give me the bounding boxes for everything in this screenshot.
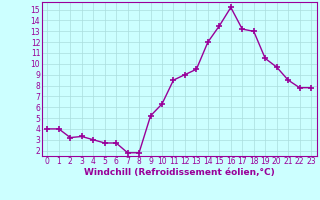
X-axis label: Windchill (Refroidissement éolien,°C): Windchill (Refroidissement éolien,°C)	[84, 168, 275, 177]
